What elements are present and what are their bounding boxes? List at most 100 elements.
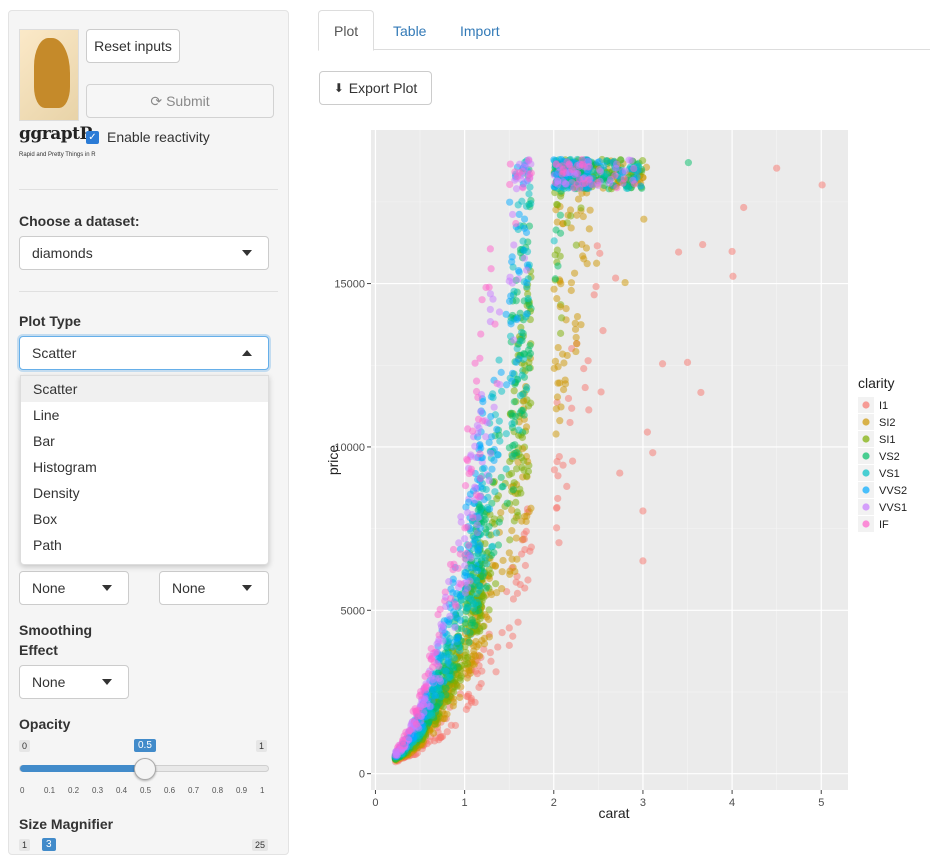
data-point — [427, 655, 435, 663]
data-point — [562, 305, 570, 313]
data-point — [431, 648, 439, 657]
data-point — [515, 426, 523, 434]
data-point — [392, 747, 400, 756]
data-point — [502, 381, 511, 389]
data-point — [508, 253, 516, 261]
data-point — [461, 643, 469, 651]
data-point — [573, 312, 582, 321]
data-point — [558, 314, 566, 322]
data-point — [495, 356, 503, 364]
export-plot-label: Export Plot — [348, 80, 418, 96]
data-point — [596, 249, 604, 257]
plot-type-option-line[interactable]: Line — [33, 407, 60, 423]
data-point — [456, 550, 464, 558]
dataset-select[interactable]: diamonds — [19, 236, 269, 270]
ggraptr-logo-image — [19, 29, 79, 121]
legend-swatch — [862, 469, 870, 477]
enable-reactivity-row[interactable]: ✓ Enable reactivity — [86, 129, 210, 145]
plot-type-select[interactable]: Scatter — [19, 336, 269, 370]
legend: clarity I1 SI2 SI1 VS2 VS1 VVS2 VVS1 IF — [858, 375, 907, 532]
data-point — [463, 457, 472, 465]
opacity-slider-handle[interactable] — [134, 758, 156, 780]
tab-table[interactable]: Table — [393, 22, 427, 39]
data-point — [461, 535, 469, 543]
smoothing-select[interactable]: None — [19, 665, 129, 699]
data-point — [461, 524, 469, 532]
data-point — [621, 278, 629, 287]
data-point — [486, 649, 494, 657]
data-point — [507, 469, 516, 478]
reset-inputs-button[interactable]: Reset inputs — [86, 29, 180, 63]
legend-swatch — [862, 401, 870, 409]
export-plot-button[interactable]: ⬇ Export Plot — [319, 71, 432, 105]
data-point — [480, 640, 489, 648]
data-point — [455, 539, 463, 547]
data-point — [523, 383, 531, 392]
data-point — [584, 157, 592, 166]
data-point — [516, 580, 524, 589]
y-tick-label: 0 — [359, 769, 365, 781]
data-point — [620, 175, 628, 183]
opacity-tick-label: 1 — [260, 786, 265, 795]
data-point — [508, 279, 516, 287]
plot-type-option-density[interactable]: Density — [33, 485, 80, 501]
data-point — [516, 485, 524, 493]
data-point — [443, 728, 451, 736]
data-point — [553, 218, 561, 226]
legend-title: clarity — [858, 375, 895, 391]
data-point — [510, 517, 518, 525]
data-point — [432, 702, 441, 710]
data-point — [498, 585, 506, 593]
data-point — [473, 567, 481, 575]
plot-type-option-scatter[interactable]: Scatter — [21, 376, 268, 402]
data-point — [510, 387, 518, 395]
data-point — [511, 168, 519, 176]
data-point — [508, 527, 516, 535]
data-point — [479, 572, 487, 580]
data-point — [600, 162, 608, 170]
data-point — [552, 504, 561, 512]
data-point — [568, 165, 576, 174]
opacity-value-badge: 0.5 — [134, 739, 156, 752]
plot-type-option-box[interactable]: Box — [33, 511, 58, 527]
data-point — [474, 393, 482, 402]
data-point — [519, 184, 527, 192]
data-point — [451, 623, 459, 632]
reactivity-checkbox[interactable]: ✓ — [86, 130, 99, 144]
data-point — [496, 380, 504, 389]
data-point — [446, 612, 454, 620]
data-point — [498, 568, 506, 576]
data-point — [472, 377, 481, 385]
legend-entry-label: SI2 — [879, 417, 896, 429]
data-point — [740, 203, 748, 212]
tab-import[interactable]: Import — [460, 22, 500, 39]
data-point — [519, 329, 527, 338]
plot-type-option-path[interactable]: Path — [33, 537, 62, 553]
data-point — [699, 240, 707, 249]
data-point — [489, 542, 497, 550]
data-point — [556, 211, 565, 219]
data-point — [495, 518, 503, 526]
left-option-select[interactable]: None — [19, 571, 129, 605]
legend-entry-label: VVS1 — [879, 502, 907, 514]
legend-swatch — [862, 435, 870, 443]
data-point — [728, 247, 736, 256]
data-point — [472, 491, 481, 499]
data-point — [498, 387, 506, 395]
data-point — [577, 321, 585, 329]
right-option-select[interactable]: None — [159, 571, 269, 605]
data-point — [520, 457, 528, 465]
brand-tagline: Rapid and Pretty Things in R — [19, 152, 96, 158]
legend-swatch — [862, 520, 870, 528]
tab-plot[interactable]: Plot — [318, 10, 375, 51]
y-axis-label: price — [325, 445, 341, 476]
plot-type-option-bar[interactable]: Bar — [33, 433, 55, 449]
data-point — [505, 444, 514, 452]
data-point — [518, 550, 526, 558]
opacity-slider[interactable] — [19, 758, 269, 780]
submit-button[interactable]: ⟳ Submit — [86, 84, 274, 118]
data-point — [495, 308, 504, 316]
data-point — [465, 541, 473, 549]
data-point — [577, 204, 585, 212]
plot-type-option-histogram[interactable]: Histogram — [33, 459, 97, 475]
